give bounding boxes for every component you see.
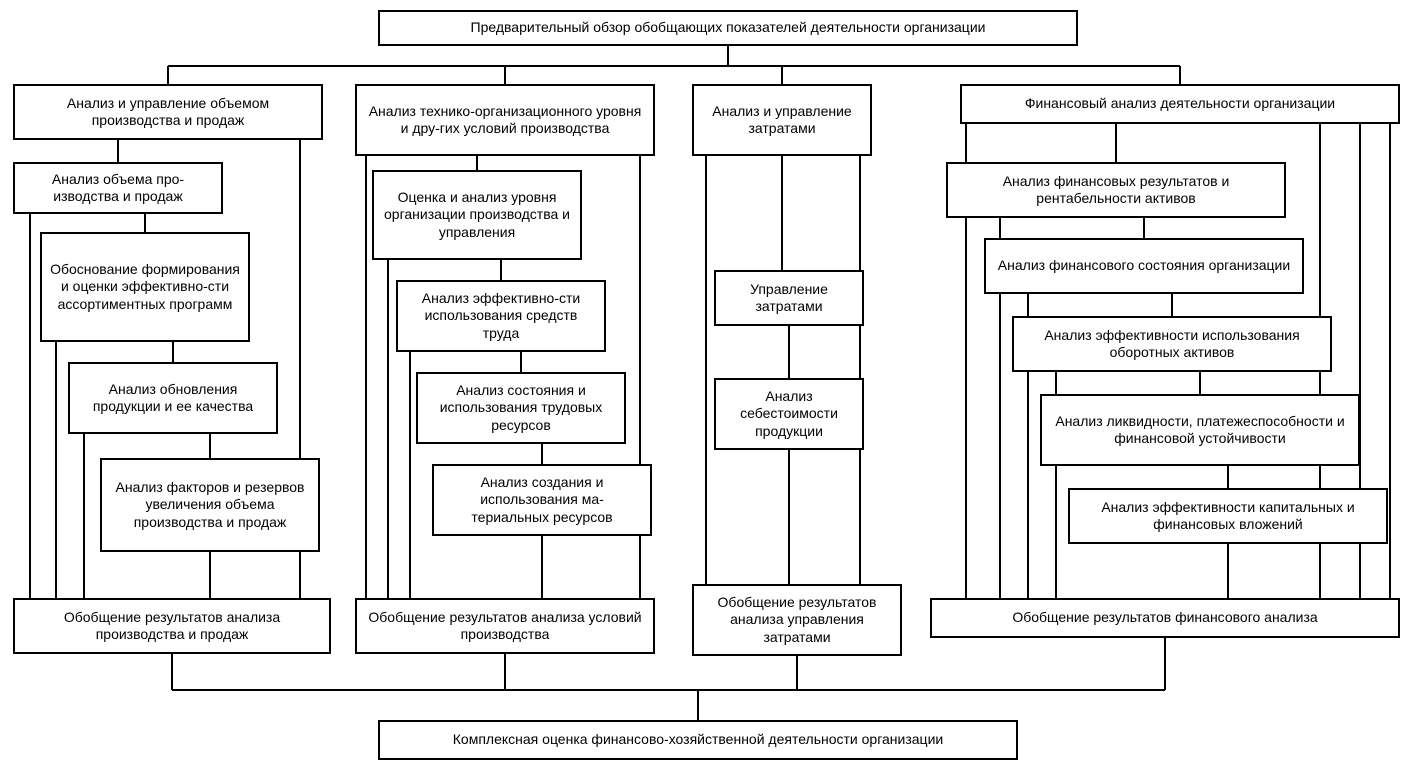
node-col1_d: Анализ факторов и резервов увеличения об…	[100, 458, 320, 552]
node-col2_d: Анализ создания и использования ма-териа…	[432, 464, 652, 536]
node-bottom: Комплексная оценка финансово-хозяйственн…	[378, 720, 1018, 760]
node-col3_sum: Обобщение результатов анализа управления…	[692, 584, 902, 656]
node-col1_c: Анализ обновления продукции и ее качеств…	[68, 362, 278, 434]
node-col4_c: Анализ эффективности использования оборо…	[1012, 316, 1332, 372]
flowchart-canvas: Предварительный обзор обобщающих показат…	[0, 0, 1421, 778]
node-top: Предварительный обзор обобщающих показат…	[378, 10, 1078, 46]
node-col2_head: Анализ технико-организационного уровня и…	[355, 84, 655, 156]
node-col1_b: Обоснование формирования и оценки эффект…	[40, 232, 250, 342]
node-col2_a: Оценка и анализ уровня организации произ…	[372, 170, 582, 260]
node-col3_a: Управление затратами	[714, 270, 864, 326]
node-col4_sum: Обобщение результатов финансового анализ…	[930, 598, 1400, 638]
node-col3_b: Анализ себестоимости продукции	[714, 378, 864, 450]
node-col4_head: Финансовый анализ деятельности организац…	[960, 84, 1400, 124]
node-col4_d: Анализ ликвидности, платежеспособности и…	[1040, 394, 1360, 466]
node-col2_sum: Обобщение результатов анализа условий пр…	[355, 598, 655, 654]
node-col4_b: Анализ финансового состояния организации	[984, 238, 1304, 294]
node-col4_a: Анализ финансовых результатов и рентабел…	[946, 162, 1286, 218]
node-col2_c: Анализ состояния и использования трудовы…	[416, 372, 626, 444]
node-col4_e: Анализ эффективности капитальных и финан…	[1068, 488, 1388, 544]
node-col1_a: Анализ объема про-изводства и продаж	[13, 162, 223, 214]
node-col1_head: Анализ и управление объемом производства…	[13, 84, 323, 140]
node-col3_head: Анализ и управление затратами	[692, 84, 872, 156]
node-col2_b: Анализ эффективно-сти использования сред…	[396, 280, 606, 352]
node-col1_sum: Обобщение результатов анализа производст…	[13, 598, 331, 654]
